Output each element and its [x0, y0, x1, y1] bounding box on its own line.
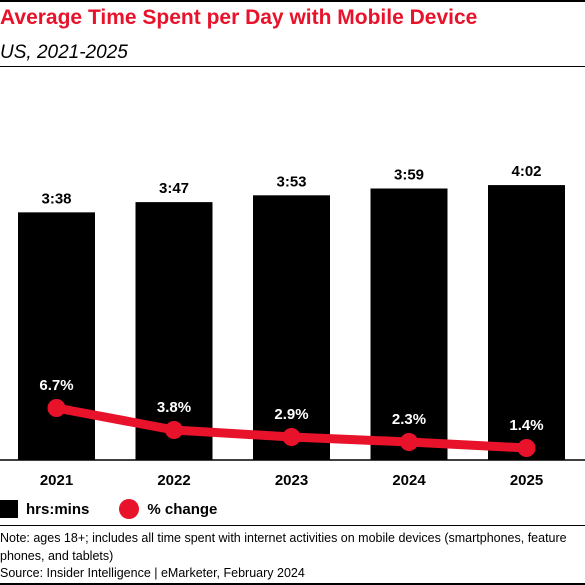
bar-label-2023: 3:53: [276, 173, 306, 190]
legend-item-hrs: hrs:mins: [0, 500, 89, 518]
change-label-2022: 3.8%: [157, 399, 191, 416]
change-value-labels: 6.7% 3.8% 2.9% 2.3% 1.4%: [39, 377, 543, 434]
source-line: Source: Insider Intelligence | eMarketer…: [0, 566, 305, 580]
legend-dot-icon: [119, 499, 140, 519]
change-point-2024: [400, 433, 418, 451]
change-label-2024: 2.3%: [392, 411, 426, 428]
change-line-layer: [47, 399, 536, 457]
x-tick-labels: 2021 2022 2023 2024 2025: [40, 472, 543, 489]
legend-label-change: % change: [147, 500, 218, 518]
change-point-2021: [47, 399, 66, 417]
bar-2025: [488, 185, 565, 460]
bar-value-labels: 3:38 3:47 3:53 3:59 4:02: [41, 163, 541, 207]
legend-label-hrs: hrs:mins: [26, 500, 90, 518]
change-point-2022: [165, 421, 183, 439]
chart-subtitle: US, 2021-2025: [0, 42, 128, 63]
x-tick-2022: 2022: [157, 472, 190, 489]
legend-rule: [0, 525, 585, 526]
bar-2024: [370, 188, 448, 460]
legend-square-icon: [0, 500, 18, 518]
x-tick-2023: 2023: [275, 472, 308, 489]
top-rule: [0, 0, 585, 2]
change-label-2021: 6.7%: [39, 377, 73, 394]
footnote: Note: ages 18+; includes all time spent …: [0, 531, 567, 563]
bar-label-2022: 3:47: [159, 180, 189, 197]
bottom-rule: [0, 583, 585, 585]
bar-label-2021: 3:38: [41, 190, 71, 207]
bar-2021: [18, 212, 95, 460]
legend: hrs:mins % change: [0, 498, 247, 520]
bar-label-2024: 3:59: [394, 166, 424, 183]
x-tick-2024: 2024: [392, 472, 426, 489]
bar-2023: [253, 195, 330, 460]
bar-line-chart: 2021 2022 2023 2024 2025 3:38 3:47 3:53 3:59 4:0…: [0, 163, 585, 489]
x-tick-2025: 2025: [510, 472, 543, 489]
bar-label-2025: 4:02: [511, 163, 541, 180]
change-label-2025: 1.4%: [509, 417, 543, 434]
bar-2022: [135, 202, 213, 461]
subtitle-rule: [0, 66, 585, 67]
change-point-2023: [282, 428, 301, 446]
change-label-2023: 2.9%: [274, 406, 308, 423]
legend-item-change: % change: [119, 499, 217, 519]
bars-layer: [18, 185, 565, 461]
change-point-2025: [517, 439, 536, 457]
x-tick-2021: 2021: [40, 472, 73, 489]
chart-title: Average Time Spent per Day with Mobile D…: [0, 6, 478, 29]
